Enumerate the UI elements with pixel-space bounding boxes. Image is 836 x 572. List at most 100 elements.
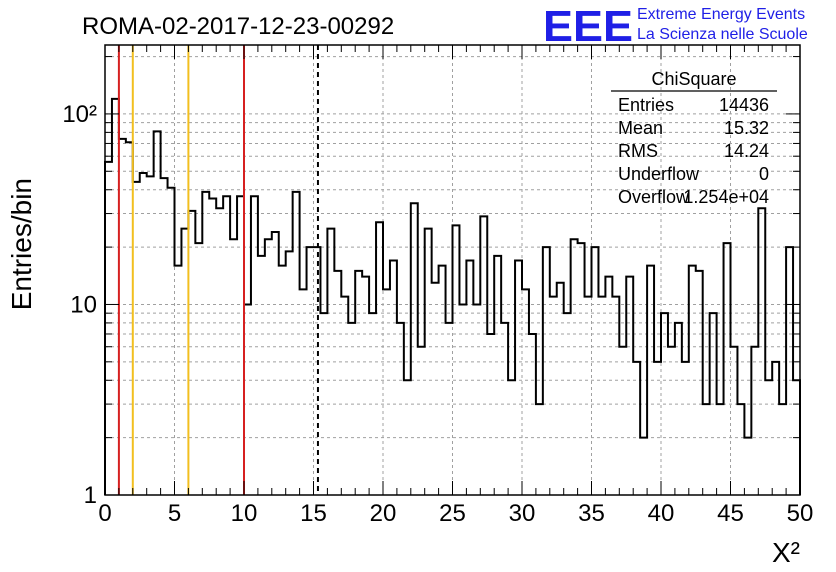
histogram-bin — [307, 247, 314, 495]
stats-value-overflow: 1.254e+04 — [683, 187, 769, 207]
histogram-bin — [633, 362, 640, 495]
eee-logo: EEE — [543, 2, 633, 51]
y-tick-label: 1 — [84, 482, 97, 509]
histogram-bin — [272, 232, 279, 495]
x-tick-label: 25 — [439, 500, 466, 527]
histogram-bin — [251, 196, 258, 495]
logo-line-2: La Scienza nelle Scuole — [637, 26, 808, 43]
histogram-bin — [724, 243, 731, 495]
histogram-bin — [703, 404, 710, 495]
histogram-bin — [133, 182, 140, 495]
histogram-bin — [466, 261, 473, 495]
histogram-bin — [480, 216, 487, 495]
histogram-bin — [744, 438, 751, 495]
histogram-bin — [585, 297, 592, 495]
histogram — [104, 97, 801, 495]
histogram-bin — [286, 251, 293, 495]
logo-line-1: Extreme Energy Events — [637, 6, 805, 23]
histogram-bin — [717, 404, 724, 495]
x-tick-label: 30 — [509, 500, 536, 527]
histogram-bin — [640, 438, 647, 495]
histogram-bin — [550, 297, 557, 495]
histogram-bin — [578, 243, 585, 495]
histogram-bin — [612, 297, 619, 495]
histogram-bin — [619, 347, 626, 495]
x-tick-label: 5 — [168, 500, 181, 527]
stats-label-mean: Mean — [618, 118, 663, 138]
histogram-bin — [293, 192, 300, 495]
histogram-bin — [592, 247, 599, 495]
histogram-bin — [459, 304, 466, 495]
histogram-bin — [571, 239, 578, 495]
stats-label-entries: Entries — [618, 95, 674, 115]
axes: 0 5 10 15 20 25 30 35 40 45 50 1 10 10² — [62, 44, 814, 527]
x-tick-label: 50 — [787, 500, 814, 527]
stats-title: ChiSquare — [651, 69, 736, 89]
stats-label-overflow: Overflow — [618, 187, 690, 207]
histogram-bin — [376, 222, 383, 495]
histogram-bin — [432, 283, 439, 495]
histogram-bin — [668, 347, 675, 495]
reference-lines — [117, 45, 319, 495]
stats-value-entries: 14436 — [719, 95, 769, 115]
histogram-bin — [244, 304, 251, 495]
x-tick-label: 10 — [231, 500, 258, 527]
x-axis-label: X² — [772, 537, 800, 568]
x-tick-label: 35 — [578, 500, 605, 527]
histogram-bin — [737, 404, 744, 495]
x-tick-label: 45 — [717, 500, 744, 527]
histogram-bin — [161, 178, 168, 495]
histogram-bin — [390, 261, 397, 495]
histogram-bin — [494, 256, 501, 495]
histogram-bin — [202, 192, 209, 495]
x-tick-label: 40 — [648, 500, 675, 527]
histogram-bin — [779, 404, 786, 495]
histogram-bin — [418, 347, 425, 495]
histogram-bin — [786, 247, 793, 495]
histogram-bin — [341, 297, 348, 495]
histogram-bin — [487, 334, 494, 495]
stats-value-underflow: 0 — [759, 164, 769, 184]
histogram-bin — [188, 211, 195, 495]
stats-value-rms: 14.24 — [724, 141, 769, 161]
y-axis-label: Entries/bin — [6, 178, 37, 310]
histogram-bin — [105, 162, 112, 495]
y-tick-label: 10 — [70, 291, 97, 318]
histogram-bin — [772, 362, 779, 495]
histogram-bin — [112, 99, 119, 495]
y-tick-label: 10² — [62, 101, 97, 128]
histogram-bin — [265, 239, 272, 495]
chart-title: ROMA-02-2017-12-23-00292 — [82, 13, 394, 40]
histogram-bin — [258, 256, 265, 495]
histogram-bin — [362, 277, 369, 495]
x-tick-label: 15 — [300, 500, 327, 527]
histogram-bin — [605, 277, 612, 495]
histogram-outline — [104, 97, 801, 495]
histogram-bin — [536, 404, 543, 495]
histogram-bin — [515, 261, 522, 495]
histogram-bin — [195, 243, 202, 495]
histogram-bin — [237, 196, 244, 495]
x-tick-label: 20 — [370, 500, 397, 527]
histogram-bin — [223, 196, 230, 495]
grid — [105, 45, 800, 495]
histogram-bin — [168, 188, 175, 495]
histogram-bin — [731, 347, 738, 495]
stats-label-rms: RMS — [618, 141, 658, 161]
histogram-bin — [675, 323, 682, 495]
histogram-bin — [682, 362, 689, 495]
histogram-bin — [626, 277, 633, 495]
histogram-bin — [383, 289, 390, 495]
histogram-bin — [147, 176, 154, 495]
stats-label-underflow: Underflow — [618, 164, 700, 184]
histogram-bin — [654, 362, 661, 495]
histogram-bin — [543, 247, 550, 495]
histogram-bin — [300, 289, 307, 495]
histogram-bin — [119, 139, 126, 495]
stats-box: ChiSquare Entries 14436 Mean 15.32 RMS 1… — [611, 69, 777, 207]
stats-value-mean: 15.32 — [724, 118, 769, 138]
histogram-bin — [126, 142, 133, 495]
histogram-bin — [529, 334, 536, 495]
histogram-bin — [453, 225, 460, 495]
